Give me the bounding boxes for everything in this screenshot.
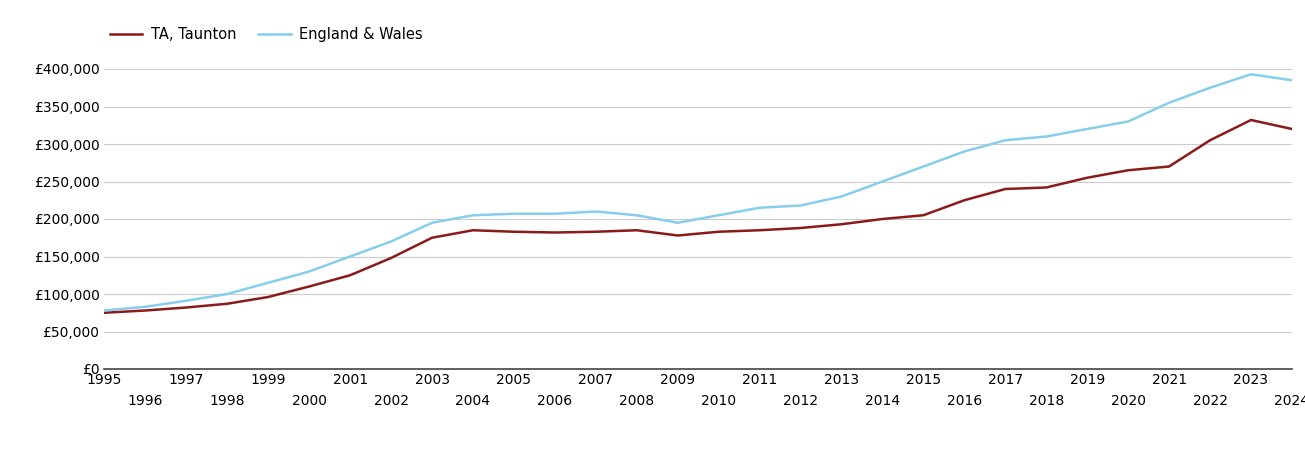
England & Wales [342,254,358,259]
TA, Taunton [547,230,562,235]
England & Wales [834,194,850,199]
TA, Taunton [874,216,890,222]
TA, Taunton [589,229,604,234]
TA, Taunton [629,228,645,233]
TA, Taunton [506,229,522,234]
England & Wales [997,138,1013,143]
England & Wales [711,212,727,218]
TA, Taunton [137,308,153,313]
TA, Taunton [424,235,440,240]
England & Wales [97,308,112,313]
TA, Taunton [1079,175,1095,180]
England & Wales [669,220,685,225]
England & Wales [384,239,399,244]
Line: England & Wales: England & Wales [104,74,1292,310]
TA, Taunton [1039,185,1054,190]
England & Wales [465,212,480,218]
England & Wales [957,149,972,154]
TA, Taunton [792,225,808,231]
TA, Taunton [384,255,399,261]
TA, Taunton [1120,167,1135,173]
TA, Taunton [1202,138,1218,143]
TA, Taunton [834,221,850,227]
England & Wales [179,298,194,303]
England & Wales [1284,77,1300,83]
England & Wales [589,209,604,214]
TA, Taunton [1284,126,1300,132]
Legend: TA, Taunton, England & Wales: TA, Taunton, England & Wales [104,21,429,48]
TA, Taunton [997,186,1013,192]
England & Wales [629,212,645,218]
England & Wales [752,205,767,211]
TA, Taunton [219,301,235,306]
England & Wales [261,280,277,285]
TA, Taunton [342,273,358,278]
TA, Taunton [301,284,317,289]
TA, Taunton [261,294,277,300]
England & Wales [301,269,317,274]
England & Wales [137,304,153,310]
England & Wales [547,211,562,216]
TA, Taunton [1244,117,1259,123]
England & Wales [1079,126,1095,132]
England & Wales [1120,119,1135,124]
England & Wales [424,220,440,225]
TA, Taunton [97,310,112,315]
England & Wales [1244,72,1259,77]
England & Wales [1161,100,1177,105]
England & Wales [506,211,522,216]
England & Wales [916,164,932,169]
TA, Taunton [957,198,972,203]
Line: TA, Taunton: TA, Taunton [104,120,1292,313]
TA, Taunton [711,229,727,234]
TA, Taunton [916,212,932,218]
TA, Taunton [465,228,480,233]
TA, Taunton [752,228,767,233]
England & Wales [792,203,808,208]
TA, Taunton [179,305,194,310]
England & Wales [219,291,235,297]
England & Wales [874,179,890,184]
TA, Taunton [669,233,685,238]
England & Wales [1039,134,1054,139]
TA, Taunton [1161,164,1177,169]
England & Wales [1202,85,1218,90]
